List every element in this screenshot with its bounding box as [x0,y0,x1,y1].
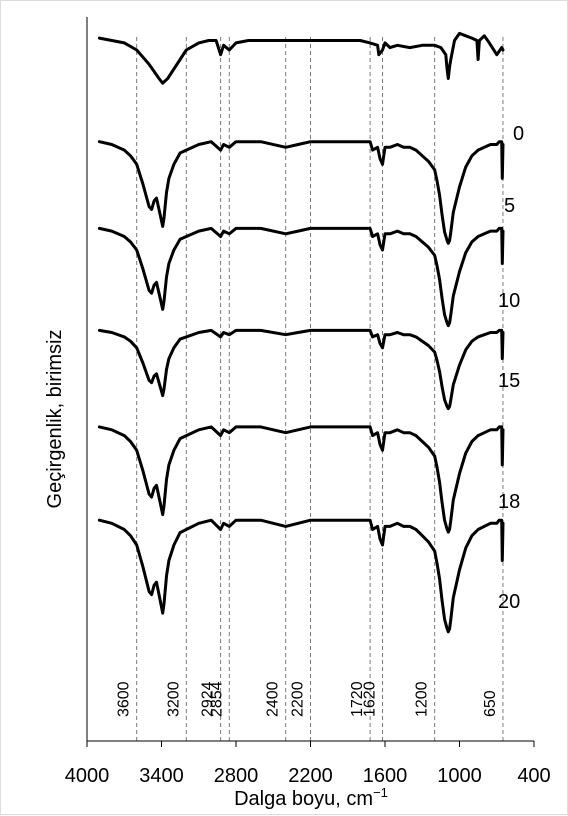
reference-label-2200: 2200 [290,681,307,717]
reference-label-650: 650 [482,690,499,717]
axes: 4000 3400 2800 2200 1600 1000 400 [65,17,551,787]
x-tick-label-1600: 1600 [363,765,408,787]
reference-label-3200: 3200 [165,681,182,717]
x-tick-label-3400: 3400 [139,765,184,787]
spectrum-label-20: 20 [498,591,520,613]
spectrum-label-0: 0 [513,123,524,145]
y-axis-title: Geçirgenlik, birimsiz [44,330,66,509]
spectrum-line-0 [97,31,505,85]
spectrum-line-5 [97,140,505,245]
spectrum-line-18 [97,425,505,534]
x-axis-title: Dalga boyu, cm−1 [234,785,388,810]
x-tick-label-4000: 4000 [65,765,110,787]
spectrum-curves [97,31,505,634]
x-axis-title-main: Dalga boyu, cm [234,788,373,810]
reference-label-2854: 2854 [208,681,225,717]
x-axis-title-superscript: −1 [373,785,388,800]
spectrum-label-15: 15 [498,370,520,392]
reference-label-3600: 3600 [116,681,133,717]
reference-label-1620: 1620 [362,681,379,717]
spectrum-label-18: 18 [498,491,520,513]
x-tick-label-400: 400 [517,765,550,787]
x-tick-label-2200: 2200 [288,765,333,787]
spectrum-labels: 0 5 10 15 18 20 [498,123,524,613]
spectrum-label-5: 5 [504,195,515,217]
x-tick-label-2800: 2800 [214,765,259,787]
reference-label-2400: 2400 [265,681,282,717]
spectrum-label-10: 10 [498,290,520,312]
reference-label-1200: 1200 [414,681,431,717]
spectrum-line-20 [97,518,505,634]
x-tick-label-1000: 1000 [437,765,482,787]
reference-label-2924: 2924 [200,681,217,717]
reference-label-1720: 1720 [349,681,366,717]
spectrum-line-15 [97,328,505,411]
spectrum-line-10 [97,226,505,328]
